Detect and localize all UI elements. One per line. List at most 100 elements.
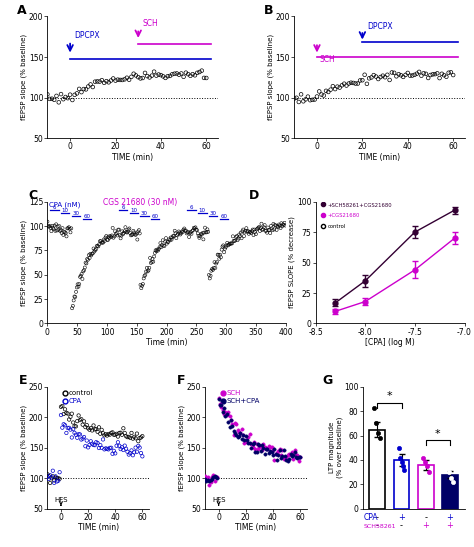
Point: [253, 440, 260, 449]
Point: [86, 254, 93, 263]
Point: [271, 444, 278, 453]
Point: [224, 241, 232, 250]
Text: 10: 10: [62, 208, 69, 213]
Point: [347, 78, 355, 87]
Point: [71, 422, 78, 430]
Point: [201, 475, 209, 484]
Point: [273, 222, 281, 231]
Point: [106, 430, 114, 439]
Point: [279, 445, 286, 454]
Point: [273, 455, 281, 464]
Point: [192, 225, 200, 234]
Point: [241, 228, 248, 237]
Point: [436, 74, 443, 83]
Point: [63, 428, 70, 437]
Point: [121, 75, 128, 84]
Point: [44, 473, 51, 481]
Point: [103, 77, 110, 85]
Point: [296, 452, 304, 461]
Point: [174, 230, 182, 238]
Text: 10: 10: [130, 208, 137, 213]
Point: [210, 264, 218, 272]
Point: [164, 72, 172, 80]
Point: [291, 447, 299, 456]
Point: [53, 91, 60, 100]
X-axis label: TIME (min): TIME (min): [236, 523, 276, 532]
Point: [256, 226, 264, 235]
Text: G: G: [322, 374, 332, 387]
Point: [320, 91, 328, 100]
Point: [116, 441, 123, 450]
Point: [224, 408, 232, 417]
Point: [92, 424, 100, 433]
Point: [60, 420, 67, 429]
Y-axis label: fEPSP slope (% baseline): fEPSP slope (% baseline): [21, 219, 27, 306]
Point: [91, 441, 99, 450]
Point: [207, 477, 214, 486]
Point: [86, 440, 93, 449]
Point: [111, 449, 119, 458]
Text: A: A: [17, 4, 27, 17]
Point: [331, 85, 339, 94]
Point: [127, 229, 134, 237]
Point: [248, 227, 256, 236]
Point: [223, 411, 230, 420]
Point: [254, 445, 262, 453]
Point: [194, 229, 201, 238]
Point: [91, 425, 99, 434]
Point: [215, 394, 222, 403]
Point: [87, 80, 94, 89]
Point: [338, 81, 346, 90]
Point: [187, 228, 194, 236]
Point: [58, 229, 65, 237]
Point: [64, 409, 72, 418]
Point: [46, 479, 54, 487]
Text: +CGS21680: +CGS21680: [328, 213, 360, 218]
Point: [273, 449, 281, 457]
Point: [172, 229, 179, 237]
Point: [173, 234, 180, 242]
Point: [318, 90, 325, 99]
Point: [140, 274, 147, 283]
Point: [415, 67, 423, 76]
Point: [327, 85, 334, 94]
Point: [61, 421, 69, 429]
Text: C: C: [28, 189, 37, 202]
Bar: [418, 465, 434, 509]
Point: [340, 79, 348, 88]
Point: [107, 233, 115, 242]
Point: [242, 436, 250, 445]
Point: [290, 455, 297, 463]
Point: [322, 86, 330, 95]
Point: [148, 71, 155, 80]
Point: [118, 227, 126, 236]
Point: [236, 230, 243, 239]
Point: [48, 474, 55, 482]
Text: 60: 60: [152, 214, 159, 219]
Point: [158, 241, 166, 249]
Point: [226, 423, 233, 432]
Point: [233, 431, 240, 440]
Point: [263, 226, 270, 235]
Point: [397, 71, 405, 80]
Point: [98, 444, 105, 452]
Point: [98, 238, 105, 247]
Point: [264, 445, 271, 453]
Point: [118, 443, 126, 452]
Point: [142, 271, 149, 280]
Point: [139, 74, 146, 83]
Point: [413, 69, 420, 78]
Point: [363, 79, 371, 88]
Point: [148, 258, 155, 266]
Point: [274, 223, 282, 231]
Point: [72, 293, 79, 301]
Point: [83, 421, 91, 429]
Point: [178, 227, 186, 236]
Point: [67, 412, 74, 421]
Point: [219, 407, 227, 416]
Point: [235, 234, 242, 243]
Point: [57, 90, 65, 98]
Point: [287, 450, 294, 459]
Point: [180, 225, 187, 234]
Point: [57, 225, 65, 234]
